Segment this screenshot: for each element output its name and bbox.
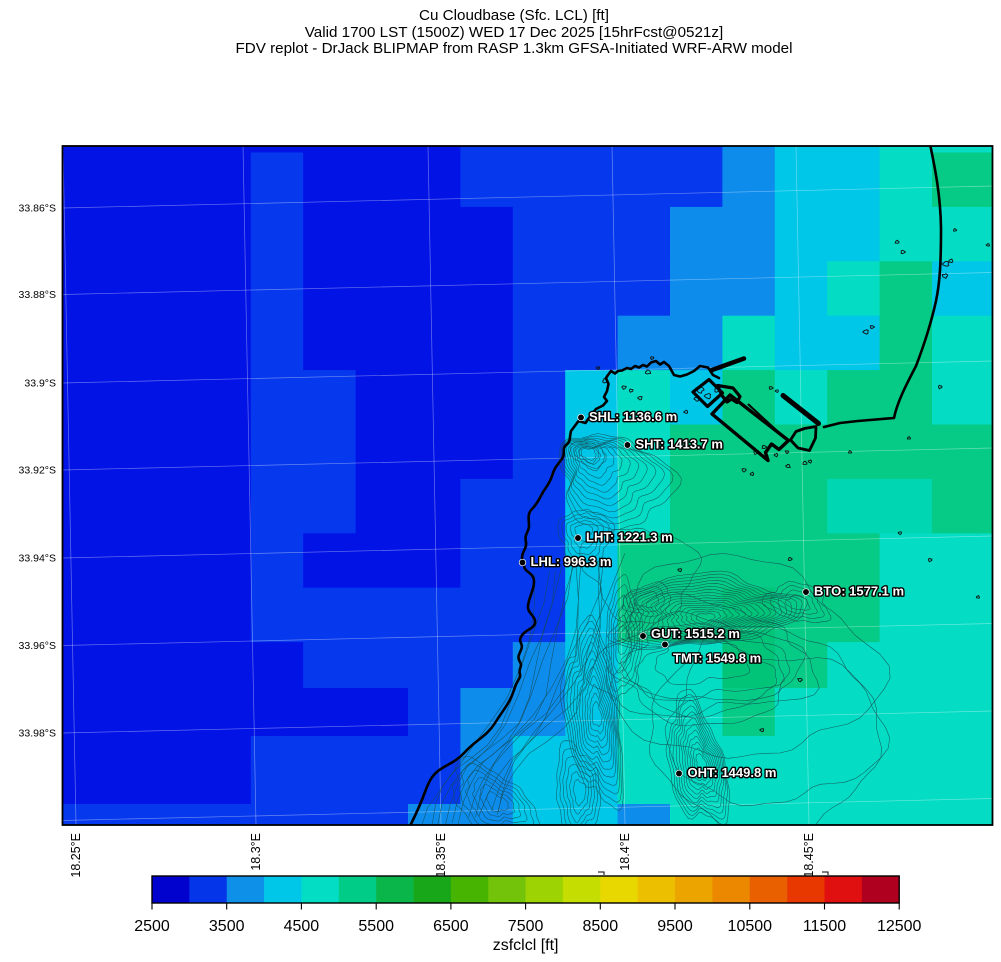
svg-text:7500: 7500 — [508, 918, 544, 935]
svg-text:LHT: 1221.3 m: LHT: 1221.3 m — [586, 530, 673, 545]
svg-text:9500: 9500 — [657, 918, 693, 935]
svg-text:LHL: 996.3 m: LHL: 996.3 m — [531, 554, 612, 569]
svg-text:OHT: 1449.8 m: OHT: 1449.8 m — [688, 765, 777, 780]
svg-text:Cu Cloudbase (Sfc. LCL) [ft]: Cu Cloudbase (Sfc. LCL) [ft] — [419, 7, 609, 24]
svg-text:18.35°E: 18.35°E — [434, 833, 448, 878]
svg-text:SHT: 1413.7 m: SHT: 1413.7 m — [636, 437, 723, 452]
svg-text:10500: 10500 — [728, 918, 773, 935]
svg-text:SHL: 1136.6 m: SHL: 1136.6 m — [589, 409, 677, 424]
svg-text:33.92°S: 33.92°S — [19, 465, 56, 477]
svg-text:33.96°S: 33.96°S — [19, 640, 56, 652]
svg-text:3500: 3500 — [209, 918, 245, 935]
svg-text:TMT: 1549.8 m: TMT: 1549.8 m — [673, 651, 761, 666]
svg-text:5500: 5500 — [358, 918, 394, 935]
svg-text:zsfclcl [ft]: zsfclcl [ft] — [493, 937, 559, 954]
svg-text:Valid 1700 LST (1500Z) WED 17: Valid 1700 LST (1500Z) WED 17 Dec 2025 [… — [305, 24, 723, 41]
svg-text:GUT: 1515.2 m: GUT: 1515.2 m — [651, 626, 740, 641]
svg-text:18.3°E: 18.3°E — [249, 833, 263, 871]
svg-text:11500: 11500 — [803, 918, 846, 935]
svg-text:33.9°S: 33.9°S — [24, 378, 56, 390]
svg-text:33.98°S: 33.98°S — [19, 728, 56, 740]
svg-text:18.45°E: 18.45°E — [802, 833, 816, 878]
svg-text:2500: 2500 — [134, 918, 170, 935]
svg-text:8500: 8500 — [583, 918, 619, 935]
svg-text:18.4°E: 18.4°E — [618, 833, 632, 871]
svg-text:33.88°S: 33.88°S — [19, 289, 56, 301]
svg-text:18.25°E: 18.25°E — [69, 833, 83, 878]
svg-text:6500: 6500 — [433, 918, 469, 935]
svg-text:33.86°S: 33.86°S — [19, 203, 56, 215]
svg-text:FDV replot - DrJack BLIPMAP fr: FDV replot - DrJack BLIPMAP from RASP 1.… — [235, 40, 792, 57]
svg-text:4500: 4500 — [284, 918, 320, 935]
svg-text:BTO: 1577.1 m: BTO: 1577.1 m — [814, 584, 904, 599]
svg-text:12500: 12500 — [877, 918, 922, 935]
svg-text:33.94°S: 33.94°S — [19, 553, 56, 565]
